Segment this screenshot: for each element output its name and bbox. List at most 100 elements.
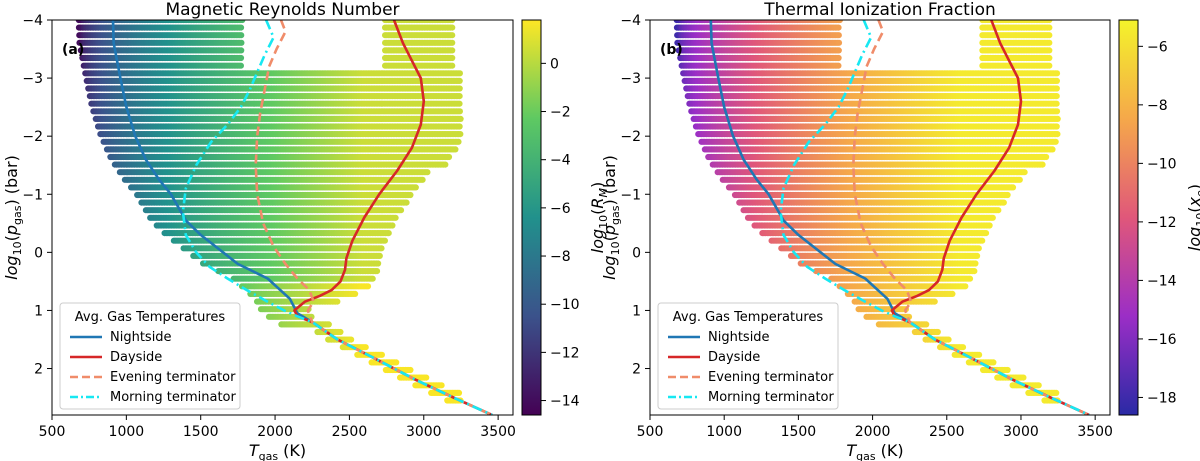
- scatter-row: [675, 47, 842, 54]
- panel-b: 500 1000 1500 2000 2500 3000 3500 2 1 0 −1 −2 −3 −4 Th…: [600, 0, 1200, 461]
- scatter-row: [97, 131, 464, 138]
- scatter-row: [725, 184, 1017, 191]
- scatter-row: [736, 199, 1007, 206]
- scatter-row: [673, 24, 842, 31]
- series-line-evening-terminator: [254, 20, 493, 415]
- scatter-row: [88, 100, 463, 107]
- scatter-row: [692, 123, 1060, 130]
- scatter-row: [95, 123, 463, 130]
- panel-label: (a): [62, 42, 84, 58]
- scatter-row: [134, 191, 414, 199]
- scatter-row: [80, 62, 244, 69]
- scatter-row: [76, 32, 245, 39]
- y-tick-label: −4: [22, 13, 43, 29]
- plot-frame: [649, 19, 1111, 416]
- scatter-row: [86, 93, 463, 100]
- scatter-field: [673, 20, 1061, 404]
- scatter-row: [714, 169, 1028, 176]
- legend: Avg. Gas Temperatures Nightside Dayside Eve…: [59, 302, 241, 410]
- legend: Avg. Gas Temperatures Nightside Dayside Eve…: [657, 302, 839, 410]
- x-tick-label: 2500: [929, 424, 965, 440]
- scatter-row: [230, 275, 376, 282]
- x-tick-label: 3500: [480, 424, 516, 440]
- y-tick-label: 0: [34, 245, 43, 261]
- scatter-row: [731, 191, 1011, 199]
- colorbar-tick-label: −18: [1147, 390, 1177, 406]
- scatter-row: [751, 222, 993, 229]
- x-tick-label: 1000: [706, 424, 742, 440]
- plot-frame: [51, 19, 514, 416]
- legend-box: [657, 302, 839, 410]
- scatter-row: [215, 268, 381, 275]
- scatter-row: [684, 93, 1060, 100]
- scatter-row: [690, 115, 1061, 122]
- series-line-morning-terminator: [181, 20, 493, 415]
- x-tick-label: 2000: [257, 424, 293, 440]
- chart-title: Thermal Ionization Fraction: [763, 0, 996, 20]
- legend-box: [59, 302, 241, 410]
- scatter-row: [680, 70, 1061, 77]
- scatter-row: [673, 20, 843, 24]
- legend-entry: Evening terminator: [110, 370, 236, 385]
- scatter-row: [85, 85, 463, 92]
- scatter-row: [980, 366, 1011, 374]
- legend-title: Avg. Gas Temperatures: [673, 310, 824, 325]
- legend-entry: Dayside: [110, 350, 162, 365]
- x-tick-label: 3500: [1077, 424, 1113, 440]
- x-tick-label: 500: [637, 424, 664, 440]
- legend-title: Avg. Gas Temperatures: [75, 310, 226, 325]
- scatter-row: [103, 146, 459, 153]
- scatter-row: [382, 24, 456, 31]
- x-axis-label: Tgas (K): [249, 441, 306, 461]
- scatter-row: [382, 62, 456, 69]
- scatter-row: [116, 169, 431, 176]
- legend-entry: Nightside: [110, 330, 172, 345]
- scatter-row: [709, 161, 1046, 168]
- colorbar-tick-label: −4: [550, 153, 571, 169]
- colorbar-tick-label: −8: [550, 249, 571, 265]
- scatter-row: [382, 32, 456, 39]
- scatter-row: [979, 47, 1053, 54]
- series-line-morning-terminator: [779, 20, 1090, 415]
- y-tick-label: 0: [632, 245, 641, 261]
- colorbar-tick-label: −10: [550, 297, 580, 313]
- scatter-row: [828, 275, 974, 282]
- scatter-row: [686, 100, 1060, 107]
- scatter-row: [121, 176, 426, 183]
- y-tick-label: −1: [22, 187, 43, 203]
- scatter-row: [278, 321, 332, 328]
- x-tick-label: 1500: [781, 424, 817, 440]
- scatter-row: [111, 161, 449, 168]
- scatter-row: [875, 321, 930, 328]
- scatter-row: [90, 108, 463, 115]
- scatter-row: [695, 131, 1061, 138]
- scatter-row: [82, 70, 463, 77]
- colorbar-tick-label: −16: [1147, 332, 1177, 348]
- x-tick-label: 1500: [183, 424, 219, 440]
- legend-entry: Nightside: [708, 330, 770, 345]
- legend-entry: Morning terminator: [708, 390, 835, 405]
- scatter-row: [677, 54, 842, 62]
- scatter-row: [678, 62, 842, 69]
- y-tick-label: −3: [22, 71, 43, 87]
- scatter-row: [153, 222, 396, 229]
- colorbar-label: log10(RM): [588, 182, 610, 254]
- colorbar-tick-label: −10: [1147, 156, 1177, 172]
- scatter-row: [705, 153, 1050, 161]
- scatter-row: [83, 77, 463, 84]
- scatter-row: [812, 268, 978, 275]
- x-tick-label: 3000: [1003, 424, 1039, 440]
- y-axis-label: log10(pgas) (bar): [2, 155, 24, 280]
- x-tick-label: 1000: [109, 424, 145, 440]
- scatter-row: [787, 252, 981, 259]
- y-tick-label: −1: [620, 187, 641, 203]
- legend-entry: Morning terminator: [110, 390, 237, 405]
- scatter-row: [768, 237, 986, 244]
- scatter-row: [688, 108, 1061, 115]
- x-tick-label: 2000: [855, 424, 891, 440]
- scatter-row: [92, 115, 464, 122]
- scatter-row: [76, 39, 245, 46]
- scatter-row: [75, 20, 246, 24]
- scatter-row: [107, 153, 453, 161]
